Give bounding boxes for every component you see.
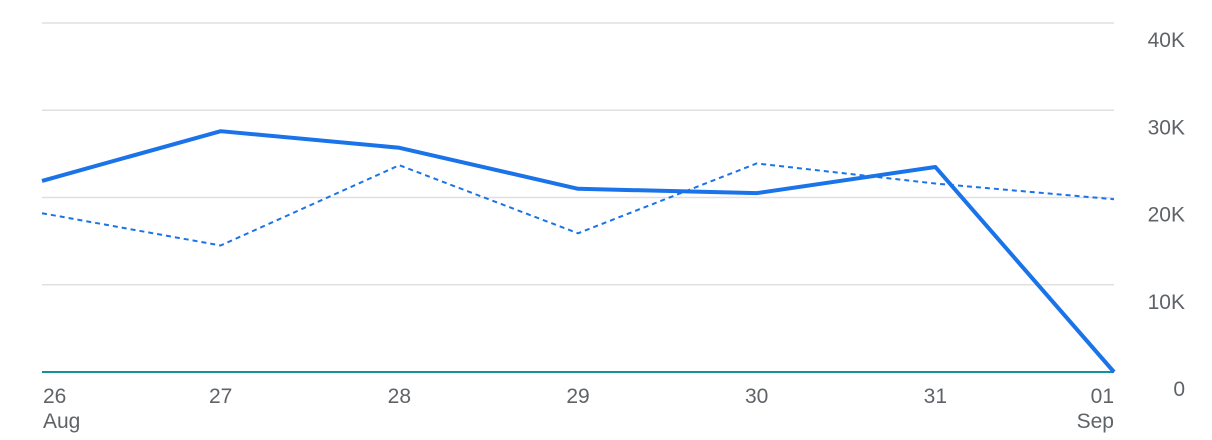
x-tick-label: 29 xyxy=(566,385,589,408)
series-line xyxy=(41,129,1116,374)
x-tick-label: 26 xyxy=(43,385,66,408)
x-month-label: Sep xyxy=(1077,410,1114,433)
x-tick-label: 30 xyxy=(745,385,768,408)
y-tick-label: 10K xyxy=(1148,291,1185,314)
y-tick-label: 20K xyxy=(1148,204,1185,227)
x-month-label: Aug xyxy=(43,410,80,433)
x-tick-label: 31 xyxy=(924,385,947,408)
comparison-line xyxy=(41,162,1115,247)
x-tick-label: 28 xyxy=(388,385,411,408)
x-tick-label: 27 xyxy=(209,385,232,408)
y-tick-label: 30K xyxy=(1148,116,1185,139)
y-tick-label: 0 xyxy=(1173,378,1185,401)
y-tick-label: 40K xyxy=(1148,29,1185,52)
x-tick-label: 01 xyxy=(1091,385,1114,408)
